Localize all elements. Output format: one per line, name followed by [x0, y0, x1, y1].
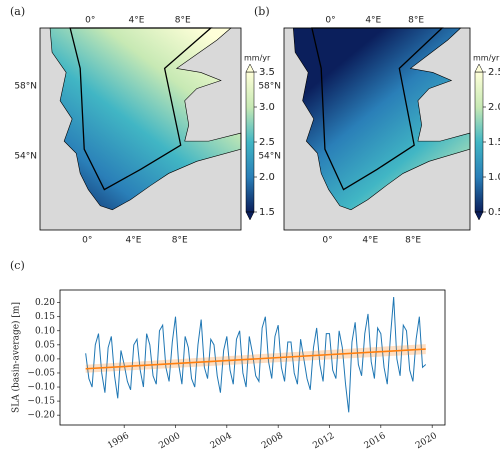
colorbar-tick-label: 1.0: [488, 172, 500, 183]
colorbar: [474, 71, 484, 213]
lon-label-top: 8°E: [408, 16, 424, 26]
sla-line: [85, 296, 427, 413]
y-axis-label: SLA (basin-average) [m]: [11, 302, 22, 413]
lat-label: 58°N: [14, 82, 37, 92]
colorbar-tick-label: 0.5: [488, 207, 500, 218]
lon-label-top: 4°E: [365, 16, 381, 26]
map-frame: [39, 27, 242, 231]
trend-line: [85, 348, 426, 370]
colorbar-tick-label: 1.5: [488, 137, 500, 148]
lon-label-top: 0°: [325, 16, 335, 26]
lat-label: 54°N: [258, 152, 281, 162]
y-tick-label: 0.10: [35, 326, 55, 336]
lon-label-top: 4°E: [129, 16, 145, 26]
colorbar-extend-top: [245, 63, 255, 73]
y-tick-label: 0.20: [35, 298, 55, 308]
panel-label: (c): [10, 259, 25, 272]
lon-label-bottom: 0°: [322, 236, 332, 246]
y-tick-label: 0.05: [35, 340, 55, 350]
colorbar-extend-bottom: [474, 211, 484, 221]
y-tick-label: 0.00: [35, 354, 55, 364]
colorbar-tick-label: 2.5: [259, 137, 275, 148]
sea: [292, 27, 471, 211]
lon-label-bottom: 8°E: [405, 236, 421, 246]
depth-contour: [69, 27, 213, 191]
colorbar-label: mm/yr: [473, 54, 500, 63]
y-tick-label: −0.20: [27, 411, 55, 421]
panel-label: (a): [10, 5, 25, 18]
lon-label-top: 0°: [85, 16, 95, 26]
colorbar: [245, 71, 255, 213]
y-tick-label: −0.15: [27, 397, 55, 407]
colorbar-tick-label: 3.0: [259, 102, 275, 113]
panel-label: (b): [254, 5, 270, 18]
y-tick-label: −0.10: [27, 383, 55, 393]
lon-label-bottom: 0°: [82, 236, 92, 246]
plot-frame: [59, 289, 446, 426]
colorbar-label: mm/yr: [244, 54, 271, 63]
map-frame: [283, 27, 471, 231]
lon-label-bottom: 4°E: [126, 236, 142, 246]
lon-label-bottom: 4°E: [362, 236, 378, 246]
colorbar-tick-label: 2.0: [488, 102, 500, 113]
colorbar-extend-top: [474, 63, 484, 73]
colorbar-tick-label: 3.5: [259, 67, 275, 78]
depth-contour: [311, 27, 444, 191]
sea: [49, 27, 242, 211]
lon-label-bottom: 8°E: [172, 236, 188, 246]
colorbar-tick-label: 1.5: [259, 207, 275, 218]
colorbar-tick-label: 2.5: [488, 67, 500, 78]
colorbar-tick-label: 2.0: [259, 172, 275, 183]
y-tick-label: −0.05: [27, 368, 55, 378]
lat-label: 54°N: [14, 152, 37, 162]
lat-label: 58°N: [258, 82, 281, 92]
colorbar-extend-bottom: [245, 211, 255, 221]
y-tick-label: 0.15: [35, 312, 55, 322]
lon-label-top: 8°E: [175, 16, 191, 26]
